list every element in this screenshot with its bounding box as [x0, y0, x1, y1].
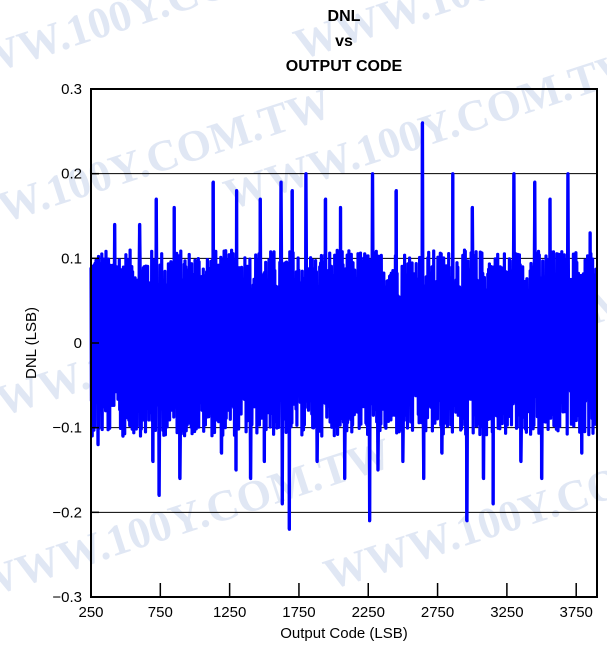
x-tick-label: 3250 — [490, 604, 523, 621]
x-tick-label: 3750 — [560, 604, 593, 621]
x-tick-label: 2750 — [421, 604, 454, 621]
y-tick-label: 0 — [74, 335, 82, 352]
plot-area — [89, 121, 598, 531]
y-tick-label: −0.3 — [52, 589, 82, 606]
y-tick-label: −0.1 — [52, 420, 82, 437]
chart-title-line-1: DNL — [328, 8, 361, 25]
y-tick-label: 0.3 — [61, 81, 82, 98]
chart-title-line-3: OUTPUT CODE — [286, 58, 403, 75]
x-axis-label: Output Code (LSB) — [280, 625, 408, 642]
y-axis-label: DNL (LSB) — [23, 307, 40, 379]
x-tick-label: 2250 — [352, 604, 385, 621]
x-tick-label: 750 — [148, 604, 173, 621]
y-axis-ticks: −0.3 −0.2 −0.1 0 0.1 0.2 0.3 — [52, 81, 99, 606]
x-tick-label: 250 — [78, 604, 103, 621]
y-tick-label: −0.2 — [52, 504, 82, 521]
x-tick-label: 1750 — [282, 604, 315, 621]
x-tick-label: 1250 — [213, 604, 246, 621]
y-tick-label: 0.2 — [61, 166, 82, 183]
x-axis-ticks: 250 750 1250 1750 2250 2750 3250 3750 — [78, 583, 593, 621]
y-tick-label: 0.1 — [61, 250, 82, 267]
chart-title-line-2: vs — [335, 33, 353, 50]
